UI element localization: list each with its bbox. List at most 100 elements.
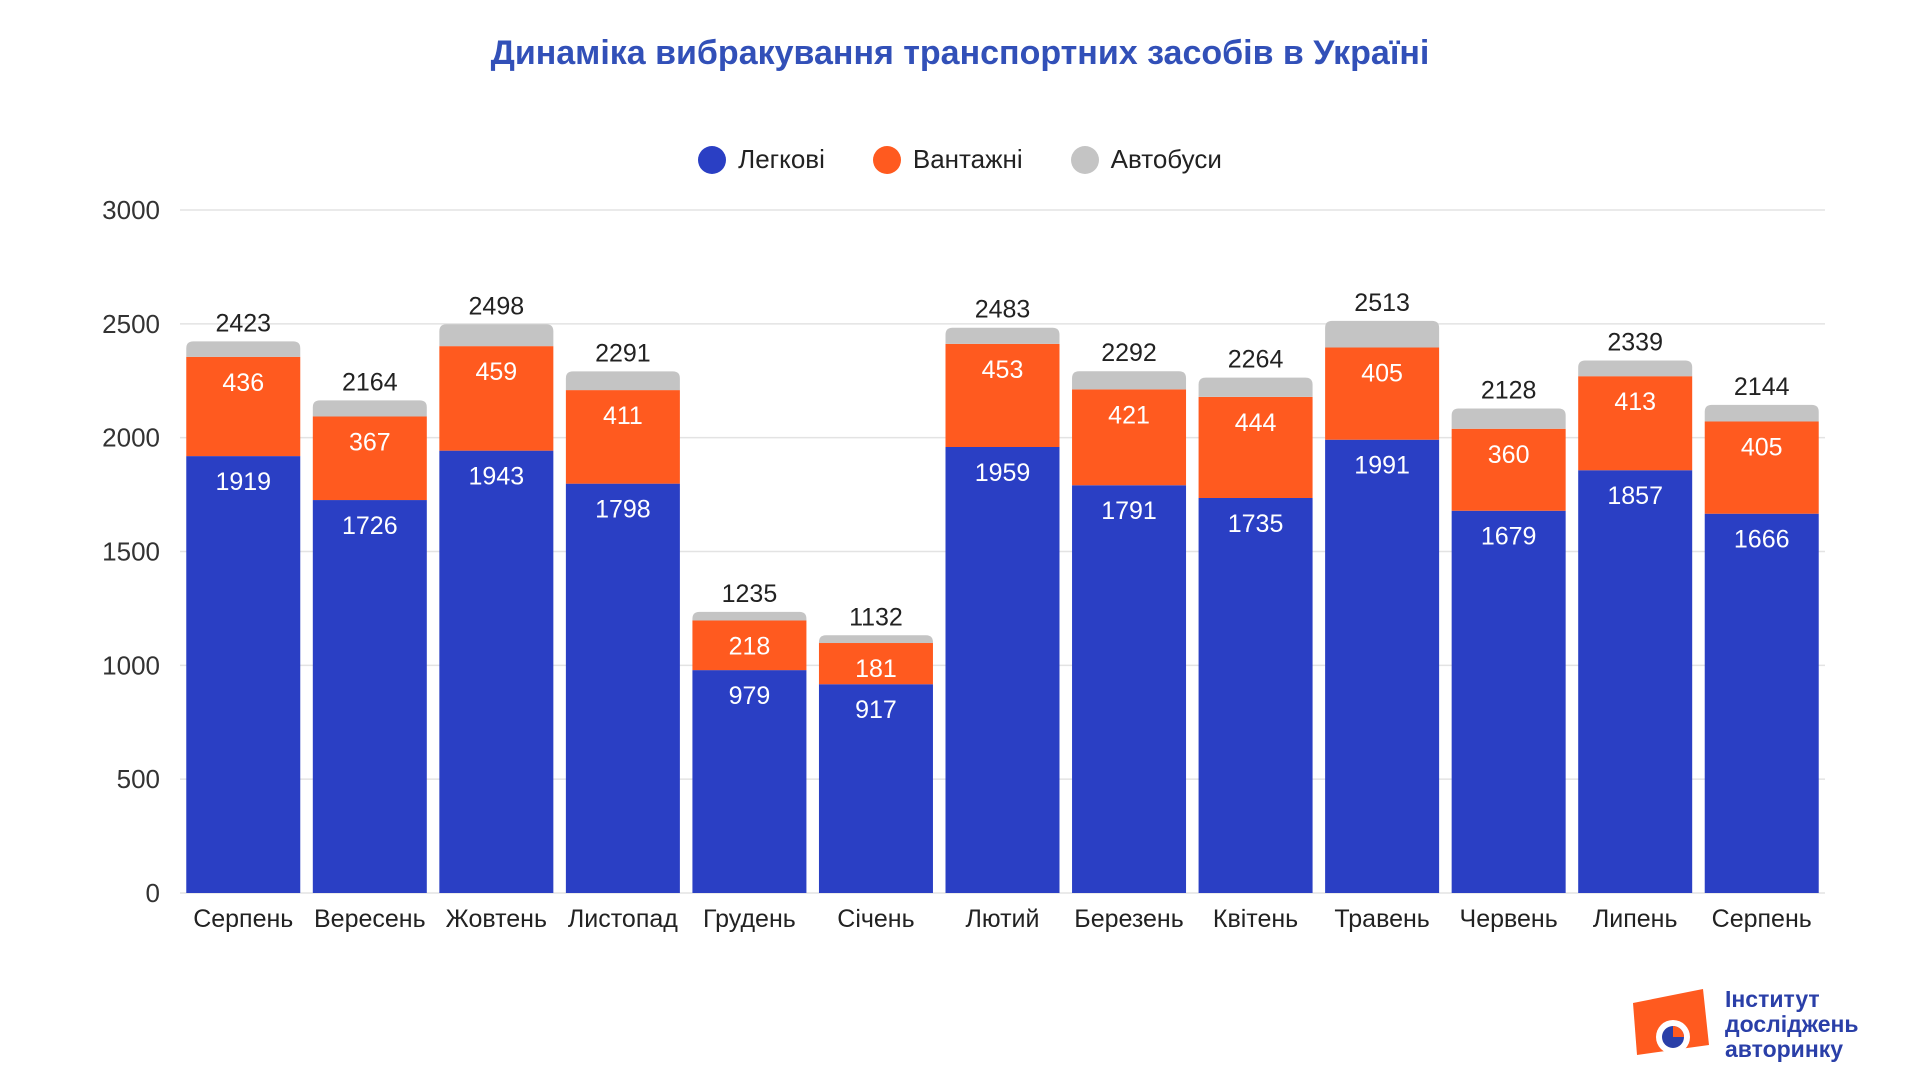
bar-segment-cars[interactable] bbox=[692, 670, 807, 893]
total-value-label: 2423 bbox=[215, 309, 271, 337]
legend-marker-cars bbox=[698, 145, 727, 174]
bar-segment-cars[interactable] bbox=[1704, 513, 1819, 893]
bar-segment-trucks[interactable] bbox=[565, 390, 680, 484]
segment-value-label: 444 bbox=[1235, 409, 1277, 437]
segment-value-label: 1726 bbox=[342, 512, 398, 540]
logo-mark-icon bbox=[1633, 989, 1709, 1055]
bar-segment-cars[interactable] bbox=[945, 447, 1060, 893]
bar-segment-cars[interactable] bbox=[1325, 439, 1440, 893]
total-value-label: 2513 bbox=[1354, 289, 1410, 317]
bar-segment-buses[interactable] bbox=[1704, 404, 1819, 422]
bar-segment-buses[interactable] bbox=[818, 635, 933, 644]
x-tick-label: Листопад bbox=[568, 905, 678, 933]
bar-segment-trucks[interactable] bbox=[945, 343, 1060, 448]
segment-value-label: 405 bbox=[1361, 360, 1403, 388]
bar-segment-cars[interactable] bbox=[1198, 497, 1313, 893]
bar-segment-buses[interactable] bbox=[1451, 408, 1566, 429]
bar-segment-trucks[interactable] bbox=[1072, 389, 1187, 486]
y-tick-label: 0 bbox=[146, 878, 160, 908]
bar-segment-buses[interactable] bbox=[945, 327, 1060, 344]
x-axis-ticks: Серпень Вересень Жовтень Листопад Грудень Січ… bbox=[193, 905, 1812, 933]
segment-value-label: 405 bbox=[1741, 434, 1783, 462]
bar-segment-trucks[interactable] bbox=[1578, 376, 1693, 471]
segment-value-label: 1798 bbox=[595, 496, 651, 524]
total-value-label: 2164 bbox=[342, 368, 398, 396]
segment-value-label: 360 bbox=[1488, 441, 1530, 469]
bar-segment-buses[interactable] bbox=[692, 611, 807, 621]
segment-value-label: 1919 bbox=[215, 468, 271, 496]
total-value-label: 2498 bbox=[469, 292, 525, 320]
segment-value-label: 367 bbox=[349, 428, 391, 456]
segment-value-label: 411 bbox=[603, 402, 643, 430]
segment-value-label: 436 bbox=[222, 369, 264, 397]
bar-segment-trucks[interactable] bbox=[1451, 428, 1566, 511]
bar-segment-buses[interactable] bbox=[312, 400, 427, 417]
bar-segment-trucks[interactable] bbox=[439, 346, 554, 451]
x-tick-label: Лютий bbox=[966, 905, 1040, 933]
total-value-label: 2291 bbox=[595, 339, 651, 367]
y-tick-label: 1500 bbox=[102, 537, 160, 567]
segment-value-label: 459 bbox=[475, 358, 517, 386]
bar-segment-cars[interactable] bbox=[439, 450, 554, 893]
y-tick-label: 3000 bbox=[102, 195, 160, 225]
y-tick-label: 500 bbox=[117, 764, 160, 794]
total-value-label: 2339 bbox=[1607, 328, 1663, 356]
bar-segment-cars[interactable] bbox=[565, 483, 680, 893]
total-value-label: 1132 bbox=[849, 603, 903, 631]
segment-value-label: 979 bbox=[729, 682, 771, 710]
bars bbox=[186, 320, 1819, 893]
legend-item-cars[interactable]: Легкові bbox=[698, 144, 825, 175]
bar-segment-cars[interactable] bbox=[818, 684, 933, 893]
bar-segment-buses[interactable] bbox=[1578, 360, 1693, 377]
segment-value-label: 421 bbox=[1108, 401, 1150, 429]
segment-value-label: 1991 bbox=[1354, 452, 1410, 480]
total-value-label: 2483 bbox=[975, 296, 1031, 324]
bar-segment-buses[interactable] bbox=[565, 371, 680, 391]
x-tick-label: Серпень bbox=[193, 905, 293, 933]
y-tick-label: 2500 bbox=[102, 309, 160, 339]
x-tick-label: Квітень bbox=[1213, 905, 1298, 933]
total-value-label: 1235 bbox=[722, 580, 778, 608]
bar-segment-trucks[interactable] bbox=[1704, 421, 1819, 514]
x-tick-label: Травень bbox=[1334, 905, 1429, 933]
bar-segment-trucks[interactable] bbox=[692, 620, 807, 671]
bar-segment-buses[interactable] bbox=[186, 341, 301, 357]
bar-segment-cars[interactable] bbox=[312, 500, 427, 893]
x-tick-label: Вересень bbox=[314, 905, 426, 933]
bar-segment-trucks[interactable] bbox=[186, 356, 301, 457]
bar-segment-buses[interactable] bbox=[1072, 371, 1187, 390]
legend-marker-buses bbox=[1070, 145, 1099, 174]
segment-value-label: 917 bbox=[855, 696, 897, 724]
y-tick-label: 2000 bbox=[102, 423, 160, 453]
legend-marker-trucks bbox=[872, 145, 901, 174]
bar-segment-buses[interactable] bbox=[439, 324, 554, 347]
bar-segment-trucks[interactable] bbox=[1325, 347, 1440, 440]
logo-line-1: Інститут bbox=[1725, 986, 1820, 1012]
legend-item-trucks[interactable]: Вантажні bbox=[872, 144, 1023, 175]
segment-value-label: 453 bbox=[982, 356, 1024, 384]
bar-segment-cars[interactable] bbox=[1072, 485, 1187, 893]
legend: Легкові Вантажні Автобуси bbox=[0, 144, 1920, 175]
data-labels: 1919 436 2423 1726 367 2164 1943 459 2498 1798 411… bbox=[215, 289, 1789, 724]
segment-value-label: 1959 bbox=[975, 459, 1031, 487]
x-tick-label: Січень bbox=[837, 905, 914, 933]
y-tick-label: 1000 bbox=[102, 650, 160, 680]
total-value-label: 2292 bbox=[1101, 339, 1157, 367]
total-value-label: 2144 bbox=[1734, 373, 1790, 401]
logo-line-3: авторинку bbox=[1725, 1036, 1844, 1062]
legend-item-buses[interactable]: Автобуси bbox=[1070, 144, 1222, 175]
bar-segment-cars[interactable] bbox=[186, 456, 301, 893]
logo-line-2: досліджень bbox=[1725, 1011, 1859, 1037]
bar-segment-buses[interactable] bbox=[1198, 377, 1313, 397]
bar-segment-trucks[interactable] bbox=[1198, 396, 1313, 498]
x-tick-label: Липень bbox=[1593, 905, 1678, 933]
bar-segment-trucks[interactable] bbox=[312, 416, 427, 501]
segment-value-label: 181 bbox=[855, 655, 897, 683]
bar-segment-cars[interactable] bbox=[1578, 470, 1693, 893]
x-tick-label: Грудень bbox=[703, 905, 796, 933]
bar-segment-cars[interactable] bbox=[1451, 510, 1566, 893]
segment-value-label: 218 bbox=[729, 632, 771, 660]
bar-segment-buses[interactable] bbox=[1325, 320, 1440, 348]
bar-segment-trucks[interactable] bbox=[818, 643, 933, 685]
segment-value-label: 1857 bbox=[1607, 482, 1663, 510]
